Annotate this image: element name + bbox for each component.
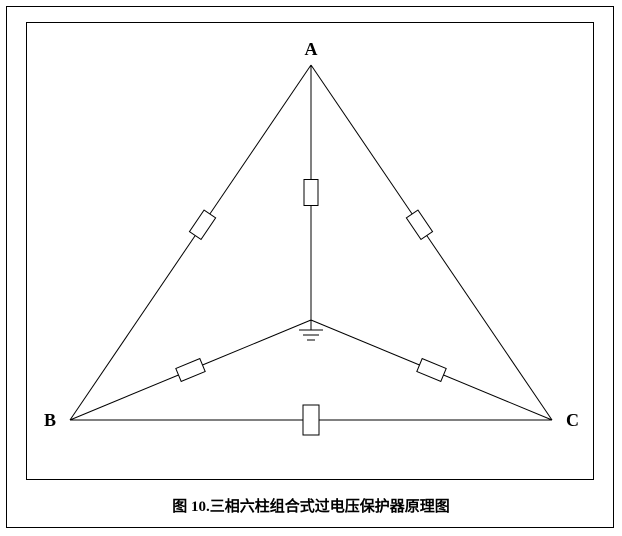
vertex-label-c: C	[566, 410, 579, 430]
arrester-component	[303, 405, 319, 435]
figure-container: A B C 图 10.三相六柱组合式过电压保护器原理图	[0, 0, 622, 536]
circuit-diagram: A B C	[0, 0, 622, 536]
arrester-component	[417, 359, 446, 382]
arrester-component	[189, 210, 215, 239]
arrester-component	[406, 210, 432, 239]
arrester-component	[304, 180, 318, 206]
vertex-label-a: A	[305, 39, 318, 59]
figure-caption: 图 10.三相六柱组合式过电压保护器原理图	[0, 495, 622, 516]
arrester-component	[176, 359, 205, 382]
vertex-label-b: B	[44, 410, 56, 430]
